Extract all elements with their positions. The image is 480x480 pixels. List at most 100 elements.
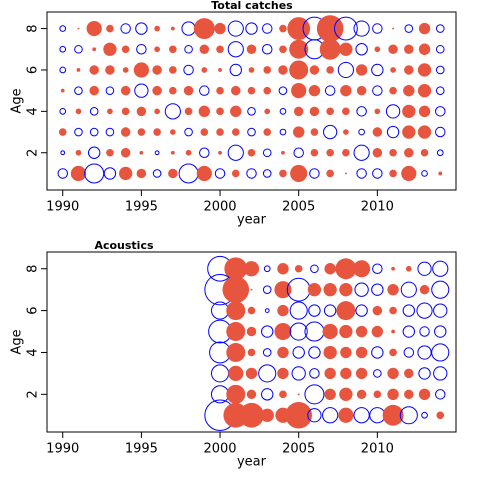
positive-bubble — [247, 148, 256, 157]
negative-bubble — [59, 107, 67, 115]
positive-bubble — [404, 368, 414, 379]
negative-bubble — [435, 24, 445, 33]
negative-bubble — [371, 346, 384, 359]
positive-bubble — [418, 388, 431, 401]
positive-bubble — [374, 108, 381, 115]
positive-bubble — [245, 367, 258, 380]
negative-bubble — [356, 168, 367, 179]
positive-bubble — [247, 306, 256, 315]
negative-bubble — [404, 24, 414, 33]
positive-bubble — [387, 367, 399, 380]
x-tick-label: 2005 — [282, 442, 315, 457]
positive-bubble — [216, 128, 224, 136]
negative-bubble — [214, 168, 226, 179]
positive-bubble — [170, 150, 175, 155]
positive-bubble — [216, 45, 224, 54]
positive-bubble — [310, 148, 319, 157]
positive-bubble — [260, 408, 274, 422]
positive-bubble — [401, 165, 417, 182]
positive-bubble — [168, 168, 178, 179]
negative-bubble — [227, 144, 244, 161]
y-tick-label: 6 — [26, 306, 41, 314]
positive-bubble — [335, 258, 357, 280]
positive-bubble — [200, 128, 209, 136]
positive-bubble — [224, 257, 248, 281]
negative-bubble — [60, 150, 66, 156]
positive-bubble — [246, 44, 257, 55]
positive-bubble — [404, 44, 414, 55]
negative-bubble — [258, 364, 277, 383]
positive-bubble — [324, 367, 336, 380]
negative-bubble — [310, 264, 319, 274]
positive-bubble — [214, 22, 226, 35]
x-tick-label: 1995 — [125, 442, 158, 457]
positive-bubble — [226, 384, 246, 404]
negative-bubble — [87, 146, 101, 159]
positive-bubble — [323, 283, 337, 297]
negative-bubble — [245, 22, 258, 35]
positive-bubble — [389, 306, 397, 315]
positive-bubble — [89, 65, 99, 75]
positive-bubble — [137, 128, 146, 136]
negative-bubble — [399, 406, 418, 425]
negative-bubble — [308, 346, 321, 359]
positive-bubble — [218, 150, 222, 155]
positive-bubble — [231, 128, 240, 136]
positive-bubble — [106, 148, 114, 157]
negative-bubble — [337, 61, 354, 79]
positive-bubble — [291, 83, 307, 99]
positive-bubble — [231, 169, 240, 178]
negative-bubble — [199, 85, 210, 96]
negative-bubble — [120, 23, 131, 34]
chart-title: Acoustics — [94, 239, 154, 252]
negative-bubble — [152, 169, 162, 178]
positive-bubble — [391, 329, 395, 334]
positive-bubble — [405, 265, 412, 272]
positive-bubble — [336, 301, 356, 321]
x-tick-label: 1990 — [46, 200, 79, 215]
positive-bubble — [119, 166, 133, 181]
positive-bubble — [322, 323, 338, 340]
negative-bubble — [227, 20, 244, 37]
positive-bubble — [277, 346, 289, 359]
negative-bubble — [278, 86, 288, 95]
positive-bubble — [279, 390, 287, 399]
positive-bubble — [389, 348, 397, 357]
positive-bubble — [226, 342, 246, 362]
positive-bubble — [196, 165, 212, 182]
x-tick-label: 2010 — [361, 200, 394, 215]
positive-bubble — [120, 85, 131, 96]
positive-bubble — [136, 106, 147, 117]
negative-bubble — [372, 85, 383, 96]
positive-bubble — [340, 346, 352, 359]
positive-bubble — [353, 260, 371, 278]
positive-bubble — [154, 108, 160, 115]
positive-bubble — [356, 85, 367, 96]
negative-bubble — [136, 44, 147, 55]
negative-bubble — [246, 168, 257, 179]
positive-bubble — [77, 27, 80, 30]
negative-bubble — [435, 106, 446, 117]
positive-bubble — [338, 407, 354, 423]
negative-bubble — [264, 308, 270, 314]
positive-bubble — [290, 164, 308, 182]
positive-bubble — [231, 85, 241, 96]
positive-bubble — [436, 411, 445, 420]
negative-bubble — [261, 325, 274, 338]
negative-bubble — [333, 16, 358, 41]
chart-title: Total catches — [211, 0, 293, 12]
positive-bubble — [417, 125, 432, 139]
positive-bubble — [121, 107, 130, 116]
negative-bubble — [309, 368, 320, 379]
x-axis-label: year — [237, 213, 267, 228]
negative-bubble — [435, 65, 445, 75]
negative-bubble — [105, 86, 115, 95]
y-tick-label: 6 — [26, 66, 41, 74]
positive-bubble — [372, 127, 383, 137]
negative-bubble — [431, 343, 450, 362]
negative-bubble — [164, 103, 181, 120]
negative-bubble — [419, 326, 430, 337]
positive-bubble — [355, 325, 368, 338]
